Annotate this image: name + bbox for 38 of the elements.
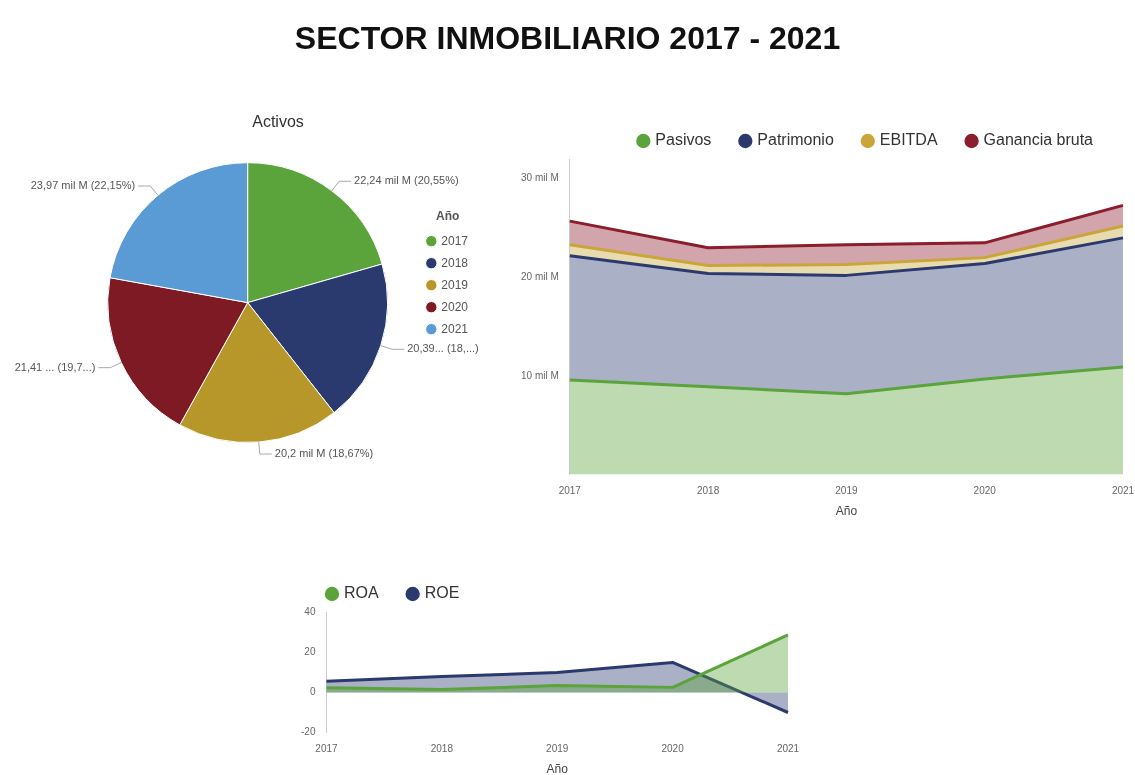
y-tick-label: 10 mil M [520,369,559,381]
x-tick-label: 2020 [661,743,685,755]
data-label: 20,2 mil M (18,67%) [274,447,374,460]
legend-label: Pasivos [655,131,712,149]
x-axis-title: Año [835,504,858,519]
x-tick-label: 2017 [315,743,339,755]
x-tick-label: 2021 [776,743,800,755]
y-tick-label: -20 [301,726,316,738]
legend-title: Año [435,209,460,224]
chart-title: Activos [252,113,304,131]
legend-label: EBITDA [879,131,938,149]
legend-label: 2018 [441,255,469,270]
x-tick-label: 2017 [558,485,582,497]
legend-label: 2017 [441,233,469,248]
x-tick-label: 2019 [835,485,858,497]
legend-label: 2020 [441,299,469,314]
y-tick-label: 30 mil M [520,172,559,184]
x-tick-label: 2018 [430,743,454,755]
legend-label: Patrimonio [757,131,834,149]
legend-label: ROE [424,584,460,602]
data-label: 23,97 mil M (22,15%) [30,179,136,192]
y-tick-label: 40 [304,605,316,617]
data-label: 21,41 ... (19,7...) [14,360,96,373]
x-tick-label: 2019 [546,743,569,755]
y-tick-label: 20 [304,645,316,657]
x-tick-label: 2020 [973,485,997,497]
text: SECTOR INMOBILIARIO 2017 - 2021 [293,20,842,57]
legend-label: Ganancia bruta [983,131,1094,149]
y-tick-label: 0 [309,686,316,698]
x-tick-label: 2021 [1111,485,1135,497]
legend-label: 2019 [441,277,469,292]
x-tick-label: 2018 [696,485,720,497]
y-tick-label: 20 mil M [520,271,559,283]
x-axis-title: Año [546,762,569,775]
legend-label: 2021 [441,321,469,336]
data-label: 22,24 mil M (20,55%) [354,174,459,187]
data-label: 20,39... (18,...) [407,342,479,355]
legend-label: ROA [344,584,379,602]
